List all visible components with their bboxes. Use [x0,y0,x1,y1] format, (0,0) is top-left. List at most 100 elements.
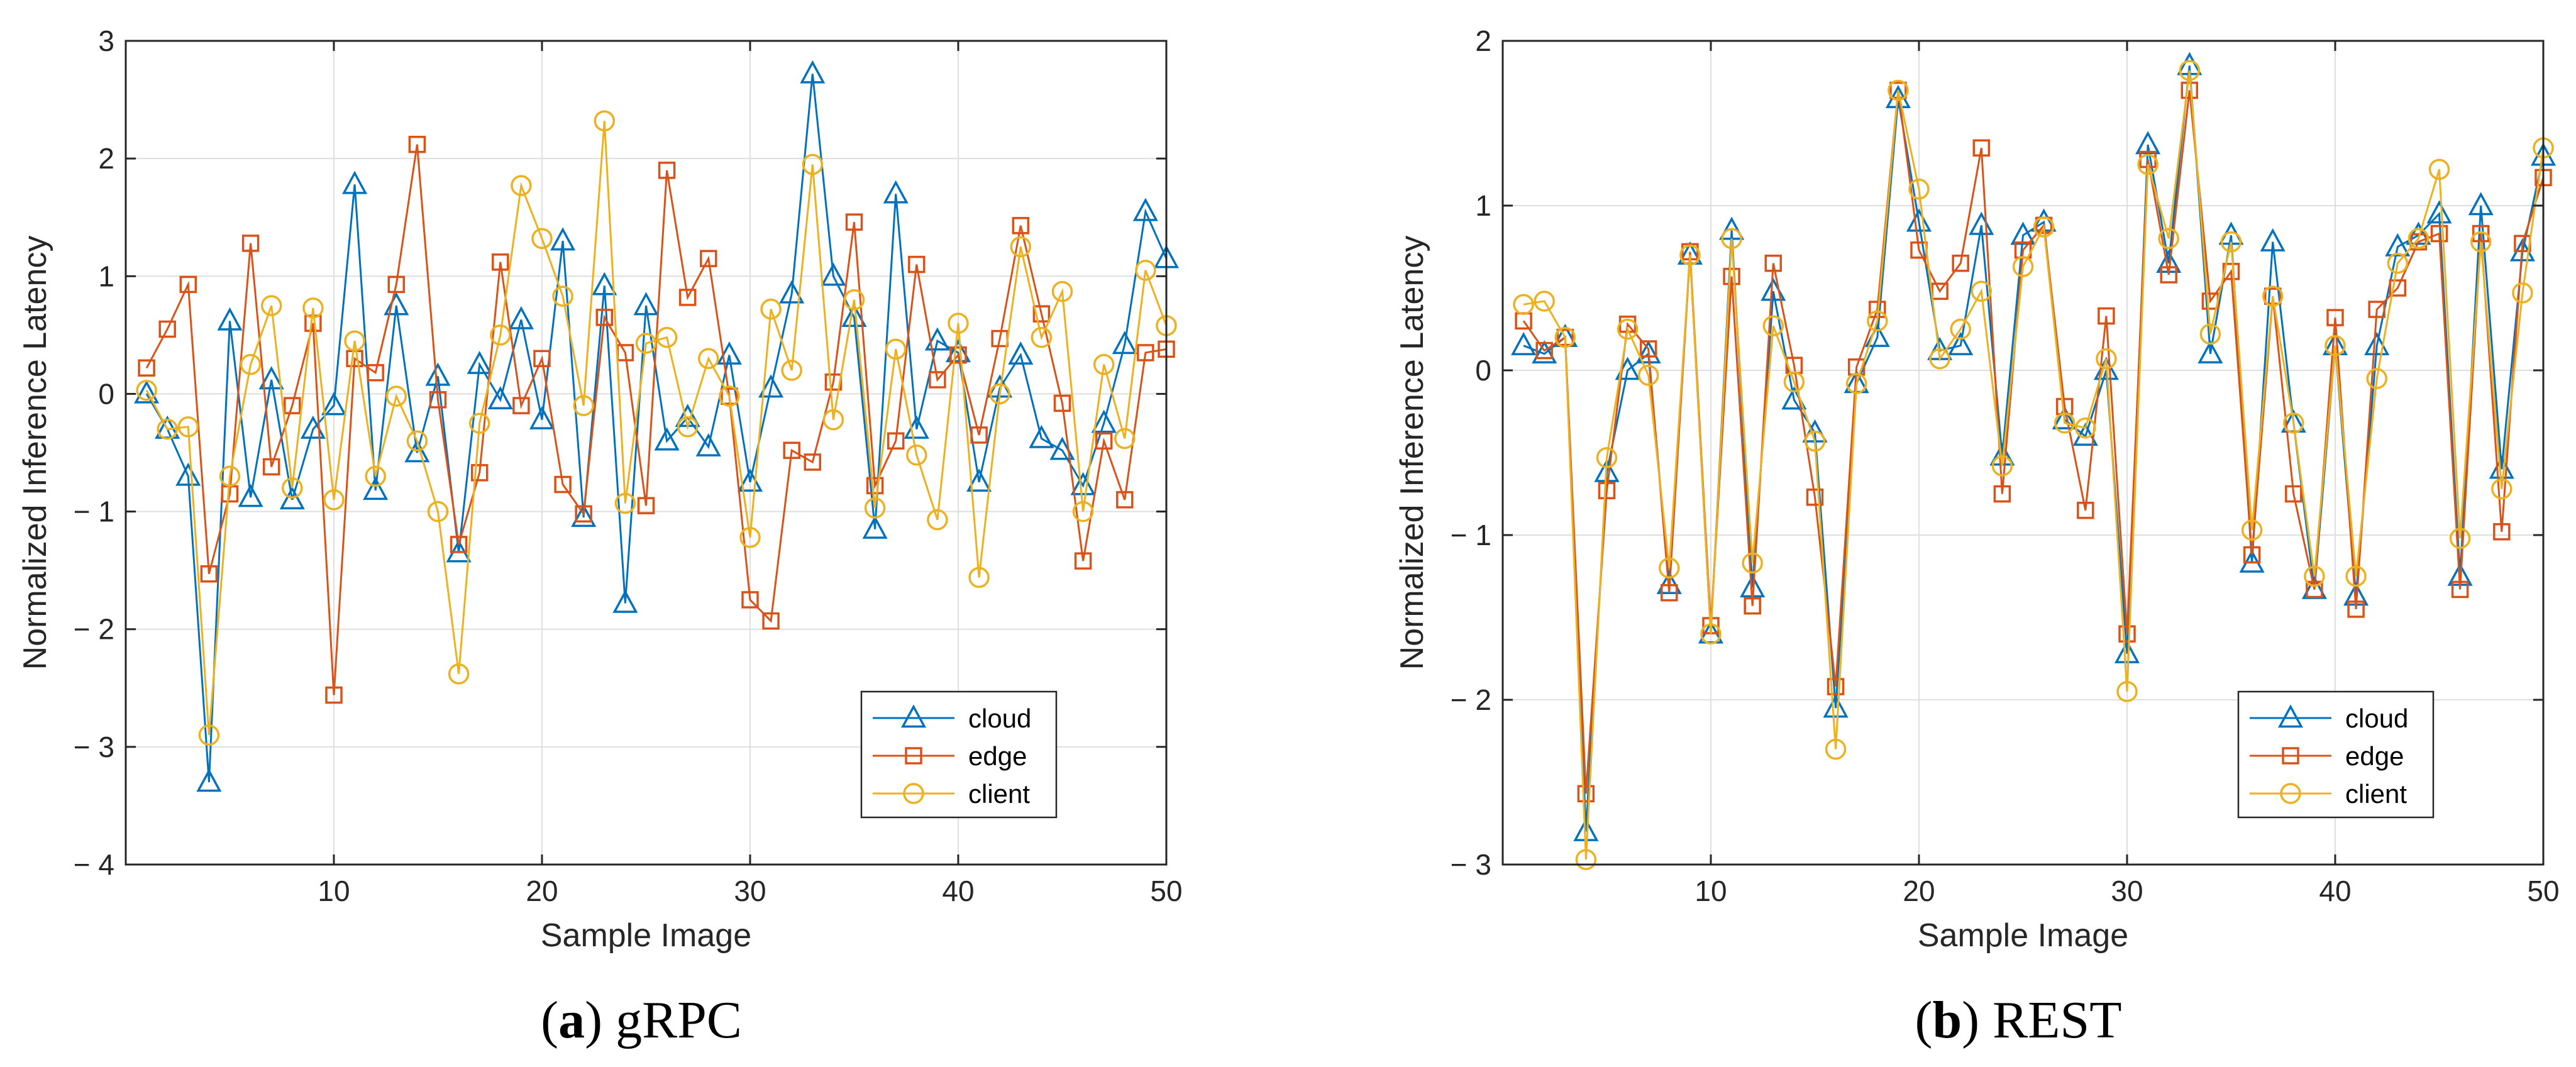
data-point-cloud [716,341,742,365]
y-tick-label: 1 [98,260,114,292]
data-point-cloud [612,589,638,613]
legend: cloud edge client [2237,690,2435,819]
data-point-edge [1993,485,2011,503]
legend-marker-client [903,783,924,804]
data-point-edge [2181,81,2199,99]
legend-marker-cloud [2277,704,2304,728]
data-point-client [2304,565,2325,587]
caption: (b) REST [1915,991,2121,1049]
y-tick-label: − 3 [74,731,114,763]
data-point-client [1950,318,1971,340]
data-point-client [365,465,386,487]
data-point-client [2179,60,2201,81]
data-point-edge [387,275,406,294]
data-point-client [614,492,636,514]
y-axis-label: Normalized Inference Latency [1394,236,1430,670]
data-point-cloud [196,768,222,792]
data-point-edge [2098,307,2115,325]
data-point-client [1135,260,1156,281]
data-point-edge [2118,625,2136,643]
data-point-cloud [2114,639,2140,663]
data-point-cloud [258,366,284,390]
data-point-client [1596,447,1618,468]
data-point-cloud [425,362,451,386]
x-tick-label: 40 [942,875,974,907]
caption-text: REST [1993,991,2121,1049]
data-point-client [2096,348,2117,370]
data-point-cloud [2197,340,2223,364]
data-point-client [344,330,365,351]
data-point-client [1804,430,1826,452]
data-point-edge [887,432,905,450]
y-tick-label: − 1 [1451,519,1491,551]
data-point-edge [1012,217,1030,235]
data-point-edge [325,686,343,704]
data-point-client [260,295,282,316]
data-point-edge [367,363,384,382]
data-point-client [885,338,907,360]
data-point-edge [783,441,800,460]
data-point-client [2012,256,2034,277]
y-tick-label: − 2 [1451,683,1491,716]
data-point-cloud [1112,331,1137,355]
data-point-cloud [2052,406,2077,429]
data-point-edge [554,475,572,494]
data-point-cloud [924,327,950,351]
chart-a: 10 20 30 40 50 − 4 − 3 − 2 − 1 0 1 2 3 Sample Image No… [17,25,1183,1049]
data-point-client [843,289,865,311]
data-point-client [2075,417,2096,439]
data-point-client [635,333,657,354]
data-point-client [177,416,199,438]
legend-label-edge: edge [968,741,1027,771]
legend-item-cloud: cloud [873,704,1031,733]
data-point-cloud [883,180,909,204]
data-point-edge [2326,309,2344,326]
data-point-client [282,477,303,499]
data-point-client [698,348,719,370]
data-point-edge [1744,597,1761,615]
data-point-client [573,395,594,416]
data-point-edge [2430,224,2448,243]
data-point-edge [138,359,155,377]
data-point-client [531,228,553,250]
data-point-edge [450,536,468,553]
data-point-client [448,663,470,685]
legend-marker-edge [2282,747,2299,765]
data-point-client [490,324,511,346]
data-point-edge [762,612,780,630]
data-point-edge [2493,523,2511,541]
data-point-cloud [1008,341,1034,365]
legend-item-cloud: cloud [2250,704,2408,733]
y-tick-label: − 2 [74,613,114,646]
data-point-client [1742,552,1763,574]
data-point-cloud [508,306,534,329]
legend-item-edge: edge [873,741,1027,771]
data-point-client [1845,373,1867,394]
data-point-client [1929,348,1950,370]
y-tick-label: 3 [98,25,114,57]
data-point-cloud [2260,228,2286,252]
data-point-client [968,567,990,589]
data-point-edge [908,255,926,274]
data-point-client [1072,500,1094,522]
data-point-client [719,385,740,407]
data-point-cloud [1091,409,1117,433]
x-tick-label: 10 [1694,875,1727,907]
data-point-client [511,175,532,196]
data-point-cloud [1029,424,1054,448]
data-point-client [406,430,428,452]
data-point-client [2470,231,2492,253]
data-point-edge [741,591,759,609]
data-point-client [2262,285,2284,307]
data-point-edge [2472,224,2490,243]
axes-box [1501,40,2545,866]
data-point-client [1637,365,1659,386]
y-tick-label: 1 [1475,189,1491,222]
data-point-cloud [2426,200,2452,224]
data-point-edge [2160,266,2177,284]
data-point-client [1534,290,1555,312]
data-point-edge [1577,785,1595,803]
data-point-edge [533,350,551,368]
data-point-cloud [238,484,263,507]
